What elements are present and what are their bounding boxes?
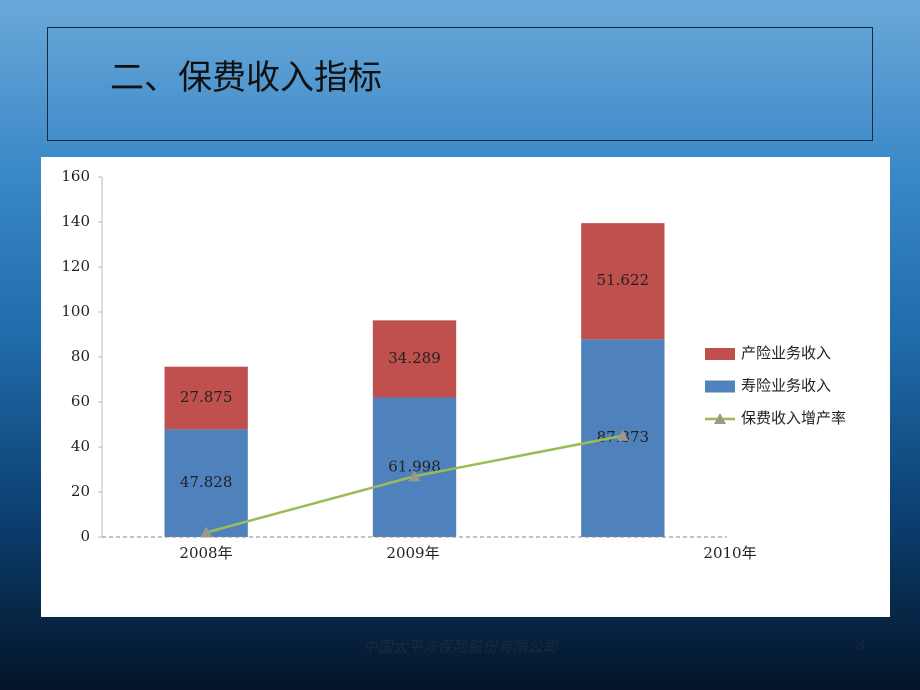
data-label: 51.622 — [597, 271, 650, 289]
y-tick-label: 60 — [71, 392, 90, 410]
legend-swatch — [705, 348, 735, 360]
data-label: 27.875 — [180, 388, 233, 406]
x-tick-label: 2010年 — [703, 544, 756, 562]
y-tick-label: 40 — [71, 437, 90, 455]
bar — [581, 223, 665, 340]
x-tick-label: 2008年 — [179, 544, 232, 562]
y-tick-label: 120 — [61, 257, 90, 275]
y-tick-label: 0 — [80, 527, 90, 545]
page-number: 3 — [856, 636, 866, 654]
legend-label: 产险业务收入 — [741, 344, 831, 362]
legend-swatch — [705, 380, 735, 393]
y-tick-label: 20 — [71, 482, 90, 500]
data-label: 61.998 — [388, 457, 441, 475]
x-tick-label: 2009年 — [386, 544, 439, 562]
bar — [164, 366, 248, 430]
bar — [372, 320, 457, 398]
marker — [200, 526, 213, 538]
footer: 中国太平洋保险股份有限公司 — [362, 638, 558, 656]
y-tick-label: 100 — [61, 302, 90, 320]
marker — [616, 429, 629, 441]
y-tick-label: 140 — [61, 212, 90, 230]
slide-title: 二、保费收入指标 — [110, 58, 382, 98]
legend-label: 保费收入增产率 — [741, 409, 846, 427]
title-box: 二、保费收入指标 — [47, 27, 873, 141]
y-tick-label: 80 — [71, 347, 90, 365]
y-tick-label: 160 — [61, 167, 90, 185]
bar — [372, 397, 457, 537]
data-label: 34.289 — [388, 349, 441, 367]
legend-marker — [714, 413, 726, 424]
marker — [408, 470, 421, 482]
data-label: 47.828 — [180, 473, 233, 491]
bar — [164, 429, 248, 537]
legend-label: 寿险业务收入 — [741, 377, 831, 395]
